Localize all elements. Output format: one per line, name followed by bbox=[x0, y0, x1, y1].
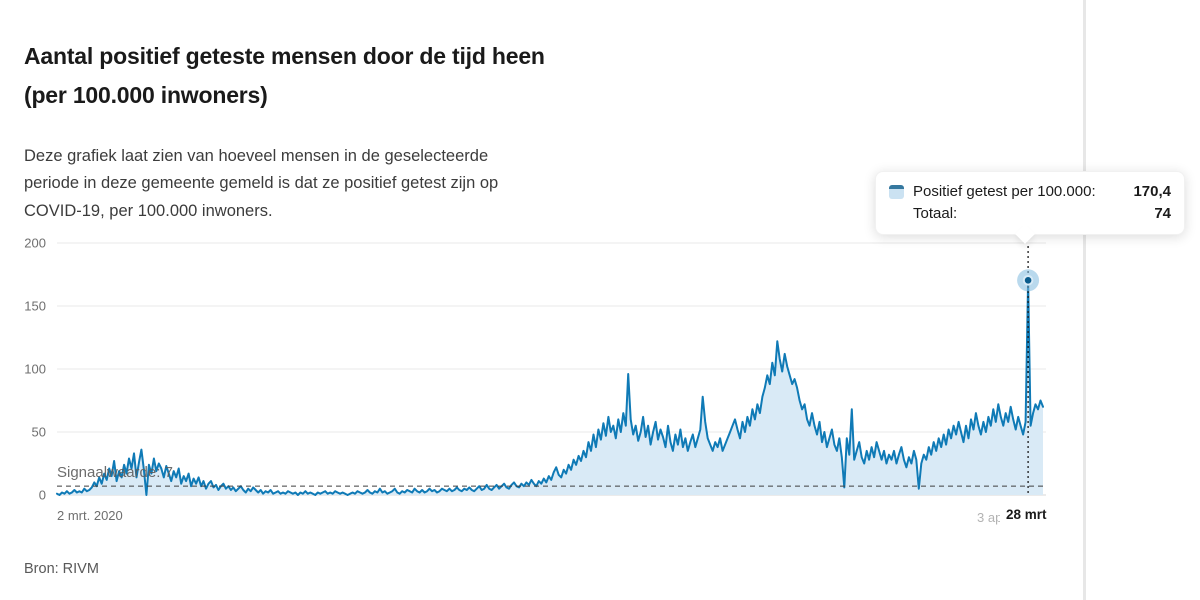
chart-tooltip: Positief getest per 100.000: 170,4 Totaa… bbox=[875, 171, 1185, 235]
page-title: Aantal positief geteste mensen door de t… bbox=[24, 43, 545, 109]
y-tick-label: 50 bbox=[32, 425, 46, 440]
area-fill bbox=[57, 280, 1043, 495]
tooltip-rate-value: 170,4 bbox=[1133, 183, 1171, 200]
tooltip-total-label: Totaal: bbox=[913, 205, 958, 222]
tooltip-row-rate: Positief getest per 100.000: 170,4 bbox=[889, 181, 1171, 203]
hover-marker-dot bbox=[1022, 274, 1034, 286]
series-swatch-icon bbox=[889, 185, 904, 199]
chart-description: Deze grafiek laat zien van hoeveel mense… bbox=[24, 146, 499, 220]
y-tick-label: 150 bbox=[24, 299, 46, 314]
signal-value-label: Signaalwaarde: 7 bbox=[57, 464, 173, 481]
y-tick-label: 200 bbox=[24, 236, 46, 251]
y-tick-label: 0 bbox=[39, 488, 46, 503]
page-edge-divider bbox=[1083, 0, 1086, 600]
tooltip-total-value: 74 bbox=[1154, 205, 1171, 222]
hovered-date-label: 28 mrt bbox=[1000, 506, 1053, 524]
y-tick-label: 100 bbox=[24, 362, 46, 377]
tooltip-row-total: Totaal: 74 bbox=[889, 203, 1171, 225]
tooltip-rate-label: Positief getest per 100.000: bbox=[913, 183, 1096, 200]
source-attribution: Bron: RIVM bbox=[24, 561, 99, 577]
x-axis-start-label: 2 mrt. 2020 bbox=[57, 508, 123, 523]
